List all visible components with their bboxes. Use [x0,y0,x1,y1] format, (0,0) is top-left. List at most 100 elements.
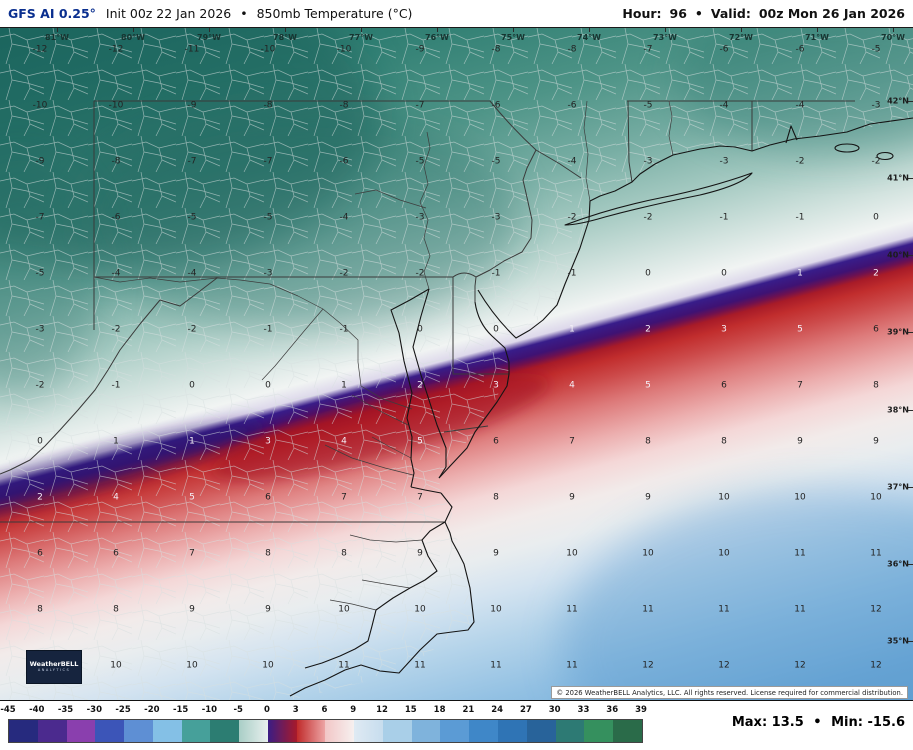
temp-value-label: 9 [797,436,803,447]
lat-tick [908,564,913,565]
temp-value-label: -2 [187,324,197,335]
lon-tick [285,28,286,32]
max-value: 13.5 [771,715,804,730]
colorbar-tick-label: 36 [606,705,619,715]
temp-value-label: 0 [417,324,423,335]
temp-value-label: -6 [339,156,349,167]
temp-value-label: 1 [569,324,575,335]
temp-value-label: 11 [870,548,882,559]
temp-value-label: -1 [339,324,349,335]
temp-value-label: 5 [189,492,195,503]
temp-value-label: -8 [263,100,273,111]
temp-value-label: -4 [567,156,577,167]
temp-value-label: 4 [569,380,575,391]
lon-tick [57,28,58,32]
temp-value-label: -1 [567,268,577,279]
colorbar-tick-label: -45 [0,705,16,715]
temp-value-label: -8 [111,156,121,167]
temp-value-label: -3 [491,212,501,223]
lon-label: 81°W [45,33,69,42]
temp-value-label: 0 [645,268,651,279]
temp-value-label: -8 [491,44,501,55]
colorbar-cell [66,720,96,742]
temp-value-label: 1 [341,380,347,391]
temp-value-label: 8 [645,436,651,447]
temp-value-label: -8 [567,44,577,55]
temp-value-label: -3 [415,212,425,223]
lon-tick [209,28,210,32]
temp-value-label: 10 [566,548,578,559]
lat-label: 42°N [887,96,909,106]
temp-value-label: 9 [189,604,195,615]
temp-value-label: 0 [189,380,195,391]
temp-value-label: 0 [721,268,727,279]
temp-value-label: -7 [35,212,45,223]
colorbar-cell [181,720,211,742]
temp-value-label: -3 [35,324,45,335]
colorbar-tick-label: 15 [404,705,417,715]
temp-value-label: 4 [341,436,347,447]
temp-value-label: 1 [113,436,119,447]
colorbar-tick-label: 18 [433,705,446,715]
temp-value-label: -9 [187,100,197,111]
temp-value-label: -4 [795,100,805,111]
lon-label: 77°W [349,33,373,42]
lon-label: 73°W [653,33,677,42]
temp-value-label: -6 [719,44,729,55]
min-value: -15.6 [867,715,905,730]
temp-value-label: 0 [37,436,43,447]
temp-value-label: 6 [265,492,271,503]
lon-tick [133,28,134,32]
temp-value-label: 0 [493,324,499,335]
colorbar-tick-label: 30 [548,705,561,715]
temp-value-label: 10 [414,604,426,615]
colorbar-cell [354,720,383,742]
temp-value-label: 11 [414,660,426,671]
temp-value-label: 6 [113,548,119,559]
temp-value-label: 11 [566,660,578,671]
colorbar-tick-label: -15 [172,705,189,715]
temp-value-label: 6 [721,380,727,391]
lon-label: 70°W [881,33,905,42]
temp-value-label: -1 [111,380,121,391]
lat-label: 41°N [887,173,909,183]
temp-value-label: -10 [32,100,48,111]
colorbar-tick-label: -20 [144,705,160,715]
state-borders [0,100,855,523]
colorbar-cell [95,720,125,742]
colorbar-cell [267,720,297,742]
legend-bar: -45 -40 -35 -30 -25 -20 -15 -10 -5 0 3 6 9 12 15 18 21 24… [0,700,913,750]
lon-tick [589,28,590,32]
colorbar-tick-label: -5 [233,705,243,715]
temp-value-label: -5 [491,156,501,167]
temp-value-label: 10 [718,548,730,559]
colorbar-cell [440,720,470,742]
temp-value-label: -11 [184,44,200,55]
temp-value-label: 1 [189,436,195,447]
lon-tick [437,28,438,32]
temp-value-label: 11 [718,604,730,615]
colorbar-tick-label: 24 [491,705,504,715]
temp-value-label: 2 [645,324,651,335]
separator-dot-2: • [694,6,703,21]
lon-label: 71°W [805,33,829,42]
colorbar-tick-label: 9 [350,705,357,715]
temp-value-label: -6 [795,44,805,55]
temp-value-label: -5 [35,268,45,279]
map-canvas [0,28,913,700]
valid-value: 00z Mon 26 Jan 2026 [758,6,905,21]
temp-value-label: 9 [645,492,651,503]
colorbar-cell [210,720,240,742]
lon-label: 76°W [425,33,449,42]
temp-value-label: -1 [263,324,273,335]
river-lines [93,100,674,611]
temp-value-label: 10 [794,492,806,503]
colorbar-tick-label: 6 [321,705,328,715]
temp-value-label: 3 [721,324,727,335]
weatherbell-logo: WeatherBELL ANALYTICS [26,650,82,684]
forecast-valid-info: Hour: 96 • Valid: 00z Mon 26 Jan 2026 [618,6,905,21]
temp-value-label: -5 [871,44,881,55]
lon-label: 78°W [273,33,297,42]
product-title: GFS AI 0.25° Init 00z 22 Jan 2026 • 850m… [8,6,412,21]
lat-label: 35°N [887,636,909,646]
